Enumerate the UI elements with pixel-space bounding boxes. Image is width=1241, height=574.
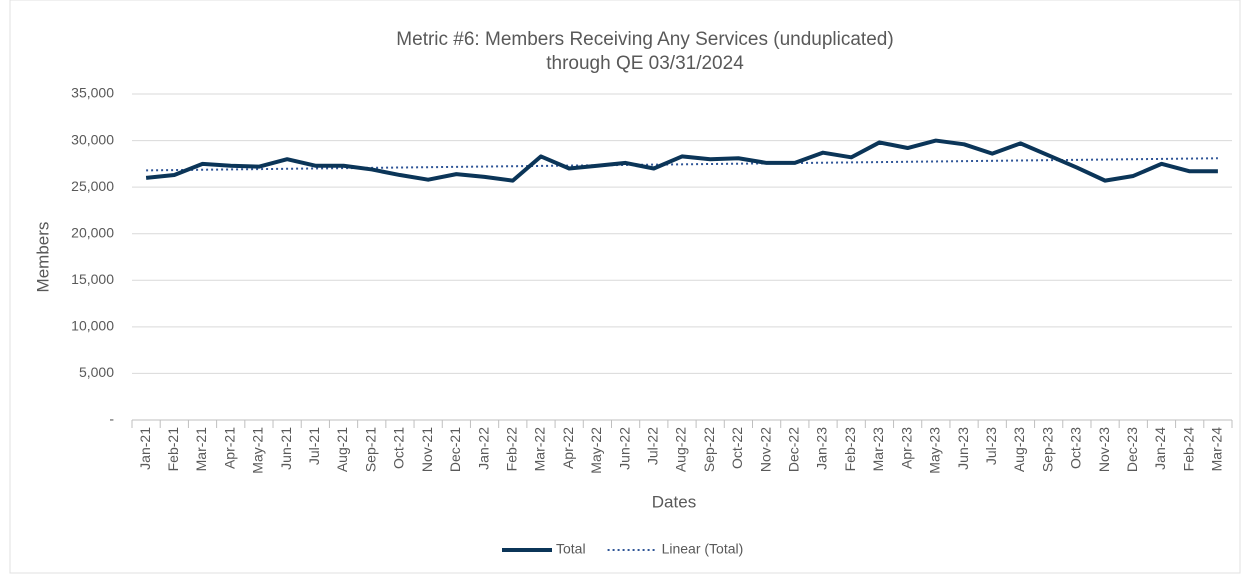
x-tick-label: Feb-24 (1180, 427, 1196, 472)
y-axis-title: Members (33, 222, 52, 293)
chart-frame (9, 0, 1241, 574)
y-tick-label: 15,000 (71, 271, 114, 287)
x-tick-label: Sep-23 (1039, 427, 1055, 472)
x-tick-label: Jan-23 (814, 427, 830, 470)
x-tick-label: Jul-22 (644, 427, 660, 465)
chart-title: Metric #6: Members Receiving Any Service… (396, 29, 893, 50)
x-tick-label: Aug-23 (1011, 427, 1027, 472)
x-tick-label: Jan-24 (1152, 427, 1168, 470)
x-tick-label: Aug-21 (334, 427, 350, 472)
y-tick-label: - (109, 411, 114, 427)
x-tick-label: Jun-21 (278, 427, 294, 470)
x-tick-label: Dec-21 (447, 427, 463, 472)
x-tick-label: Jun-23 (955, 427, 971, 470)
x-tick-label: Jun-22 (616, 427, 632, 470)
x-axis-title: Dates (652, 492, 696, 511)
series-line (145, 138, 1218, 183)
x-tick-label: Apr-22 (560, 427, 576, 469)
x-tick-label: Nov-22 (757, 427, 773, 472)
trend-line (146, 157, 1218, 172)
x-tick-label: May-21 (250, 427, 266, 474)
legend-label: Total (556, 541, 586, 557)
y-tick-label: 30,000 (71, 131, 114, 147)
x-tick-label: Mar-21 (193, 427, 209, 472)
x-tick-label: Feb-23 (842, 427, 858, 472)
x-tick-label: Nov-21 (419, 427, 435, 472)
x-tick-label: Oct-21 (391, 427, 407, 469)
x-tick-label: Jul-21 (306, 427, 322, 465)
x-tick-label: Apr-23 (898, 427, 914, 469)
x-tick-label: Dec-22 (786, 427, 802, 472)
x-tick-label: Aug-22 (673, 427, 689, 472)
x-tick-label: Nov-23 (1096, 427, 1112, 472)
x-tick-label: May-23 (927, 427, 943, 474)
x-tick-label: Feb-21 (165, 427, 181, 472)
legend-label: Linear (Total) (662, 541, 744, 557)
x-tick-label: May-22 (588, 427, 604, 474)
x-tick-label: Apr-21 (221, 427, 237, 469)
x-tick-label: Jan-21 (137, 427, 153, 470)
y-tick-label: 25,000 (71, 178, 114, 194)
x-tick-label: Sep-21 (362, 427, 378, 472)
x-tick-label: Oct-22 (729, 427, 745, 469)
x-tick-label: Sep-22 (701, 427, 717, 472)
y-tick-label: 35,000 (71, 85, 114, 101)
y-tick-label: 20,000 (71, 224, 114, 240)
x-tick-label: Mar-22 (532, 427, 548, 472)
x-tick-label: Jul-23 (983, 427, 999, 465)
x-tick-label: Mar-24 (1209, 427, 1225, 472)
x-tick-label: Mar-23 (870, 427, 886, 472)
x-tick-label: Oct-23 (1068, 427, 1084, 469)
y-tick-label: 5,000 (79, 364, 114, 380)
x-tick-label: Dec-23 (1124, 427, 1140, 472)
y-tick-label: 10,000 (71, 318, 114, 334)
chart-subtitle: through QE 03/31/2024 (546, 53, 744, 74)
x-tick-label: Jan-22 (475, 427, 491, 470)
x-tick-label: Feb-22 (503, 427, 519, 472)
